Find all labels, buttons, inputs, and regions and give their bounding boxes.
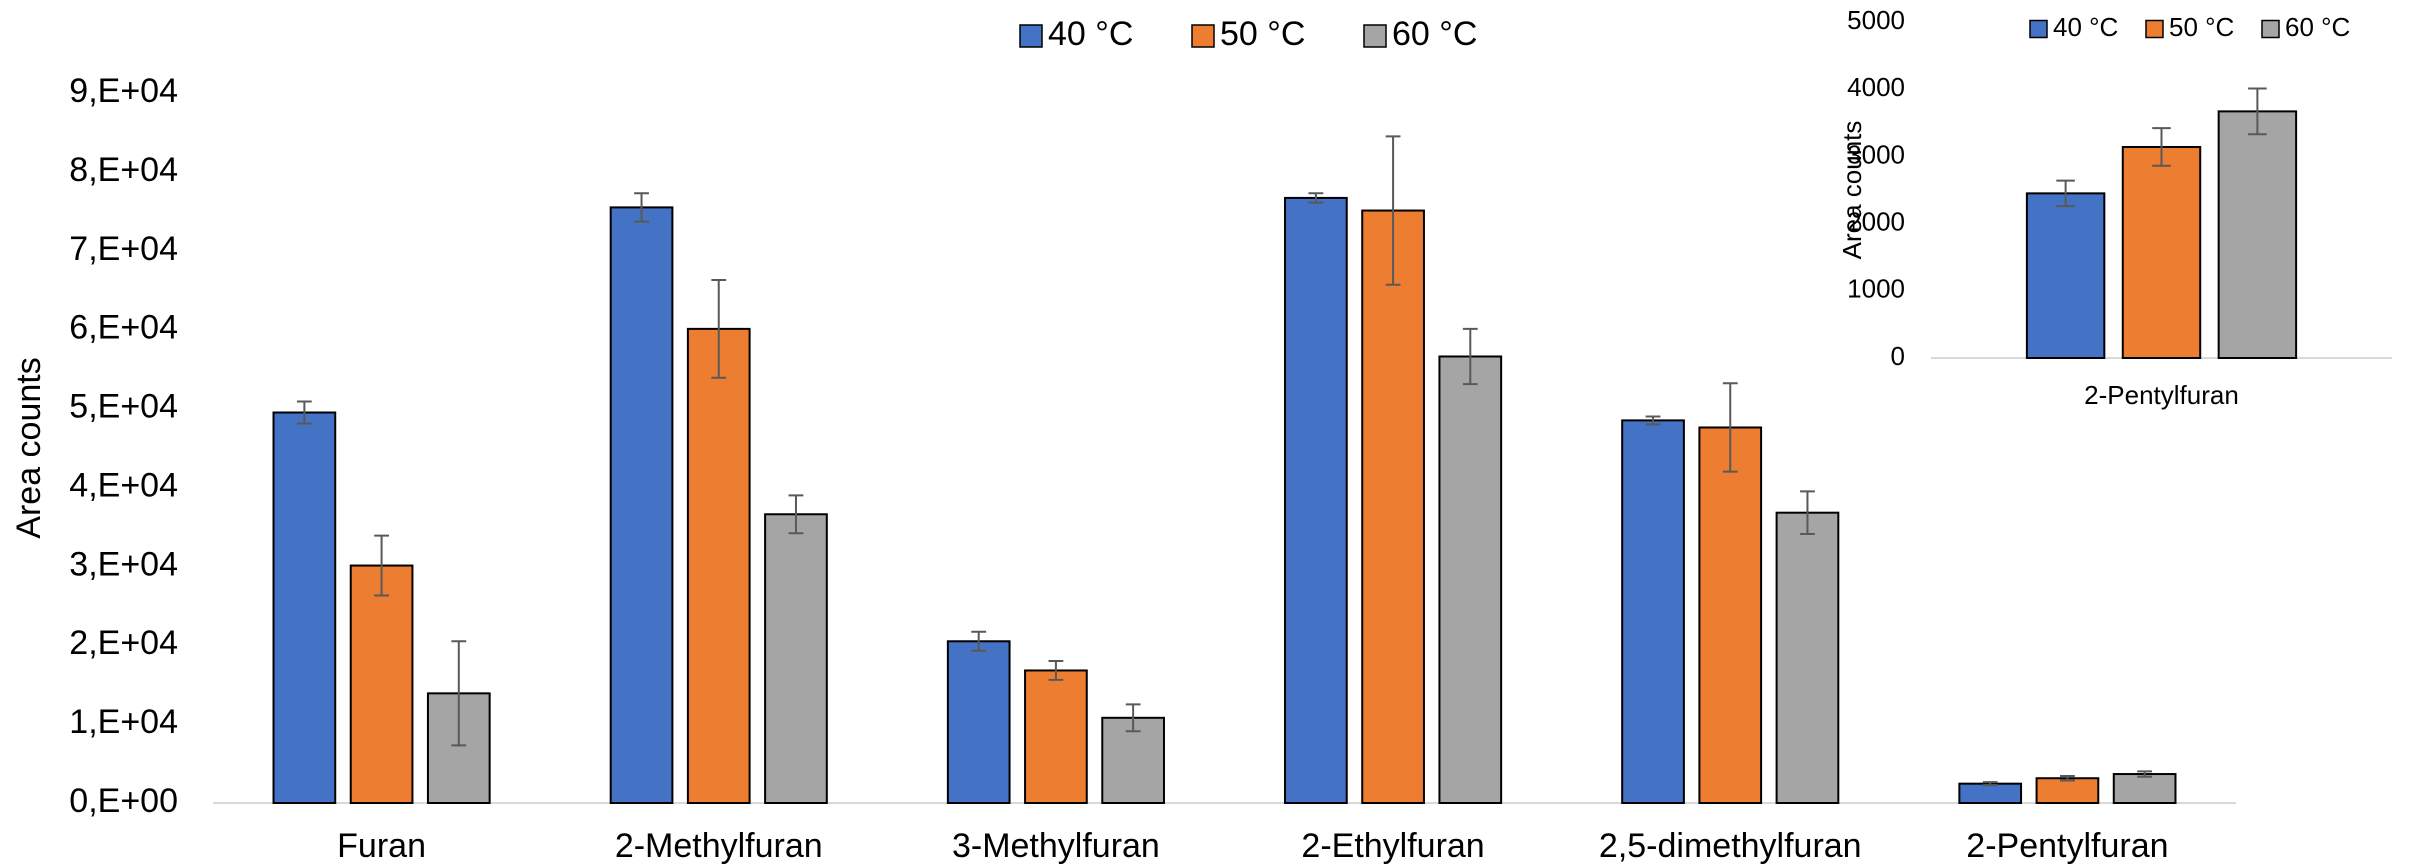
- y-tick-label: 9,E+04: [69, 72, 178, 110]
- legend-label: 60 °C: [2285, 12, 2350, 42]
- bar: [2121, 145, 2202, 359]
- error-bar: [1722, 382, 1738, 473]
- y-axis-title: Area counts: [10, 357, 48, 538]
- error-bar: [634, 192, 649, 223]
- x-tick-label: 2-Pentylfuran: [1966, 827, 2168, 864]
- bar: [1361, 209, 1425, 805]
- error-bar: [2056, 179, 2075, 208]
- legend-label: 40 °C: [2053, 12, 2118, 42]
- bar: [1775, 511, 1840, 804]
- x-tick-label: 2-Pentylfuran: [2084, 380, 2239, 410]
- x-tick-label: 2-Methylfuran: [615, 827, 823, 864]
- error-bar: [2060, 775, 2075, 782]
- bar: [1024, 669, 1088, 805]
- legend-swatch: [1019, 24, 1043, 48]
- bar: [2217, 110, 2298, 359]
- bar: [946, 640, 1011, 804]
- legend-label: 50 °C: [2169, 12, 2234, 42]
- bar: [272, 411, 337, 804]
- x-tick-label: 3-Methylfuran: [952, 827, 1160, 864]
- x-tick-label: 2-Ethylfuran: [1301, 827, 1484, 864]
- legend-label: 40 °C: [1048, 15, 1133, 53]
- y-tick-label: 5000: [1847, 5, 1905, 35]
- y-tick-label: 3000: [1847, 139, 1905, 169]
- y-tick-label: 0: [1891, 341, 1905, 371]
- bar: [1621, 419, 1685, 804]
- y-tick-label: 5,E+04: [69, 388, 178, 426]
- y-tick-label: 1,E+04: [69, 703, 178, 741]
- y-tick-label: 7,E+04: [69, 230, 178, 268]
- error-bar: [788, 494, 804, 535]
- bar: [2112, 773, 2177, 805]
- bar: [1958, 782, 2023, 805]
- y-axis-title: Area counts: [1837, 121, 1867, 260]
- bar: [2035, 777, 2100, 804]
- y-tick-label: 3,E+04: [69, 545, 178, 583]
- error-bar: [1125, 703, 1141, 733]
- bar: [1284, 196, 1348, 804]
- legend-label: 50 °C: [1220, 15, 1305, 53]
- bar: [2025, 192, 2106, 359]
- y-tick-label: 2,E+04: [69, 624, 178, 662]
- error-bar: [1308, 192, 1324, 204]
- y-tick-label: 0,E+00: [69, 782, 178, 820]
- error-bar: [1982, 781, 1998, 787]
- error-bar: [296, 400, 312, 425]
- error-bar: [1462, 327, 1478, 386]
- y-tick-label: 2000: [1847, 206, 1905, 236]
- legend-swatch: [1363, 24, 1387, 48]
- legend-swatch: [2029, 19, 2048, 39]
- x-tick-label: 2,5-dimethylfuran: [1599, 827, 1862, 864]
- legend-swatch: [1191, 24, 1215, 48]
- bar: [1438, 355, 1503, 804]
- legend-swatch: [2145, 19, 2164, 39]
- y-tick-label: 8,E+04: [69, 151, 178, 189]
- legend-swatch: [2261, 19, 2280, 39]
- y-tick-label: 4000: [1847, 72, 1905, 102]
- x-tick-label: Furan: [337, 827, 426, 864]
- y-tick-label: 6,E+04: [69, 309, 178, 347]
- error-bar: [2248, 87, 2267, 136]
- y-tick-label: 4,E+04: [69, 466, 178, 504]
- error-bar: [1800, 490, 1815, 535]
- bar: [686, 327, 751, 804]
- y-tick-label: 1000: [1847, 274, 1905, 304]
- bar: [349, 564, 414, 804]
- error-bar: [2152, 127, 2171, 167]
- error-bar: [1385, 135, 1401, 286]
- legend-label: 60 °C: [1392, 15, 1477, 53]
- error-bar: [971, 630, 987, 652]
- error-bar: [711, 278, 727, 379]
- error-bar: [1645, 415, 1661, 426]
- error-bar: [374, 534, 389, 597]
- error-bar: [1048, 660, 1064, 681]
- bar: [609, 206, 674, 804]
- error-bar: [2137, 770, 2153, 778]
- bar: [764, 513, 828, 804]
- bar: [1698, 426, 1763, 804]
- error-bar: [451, 640, 467, 747]
